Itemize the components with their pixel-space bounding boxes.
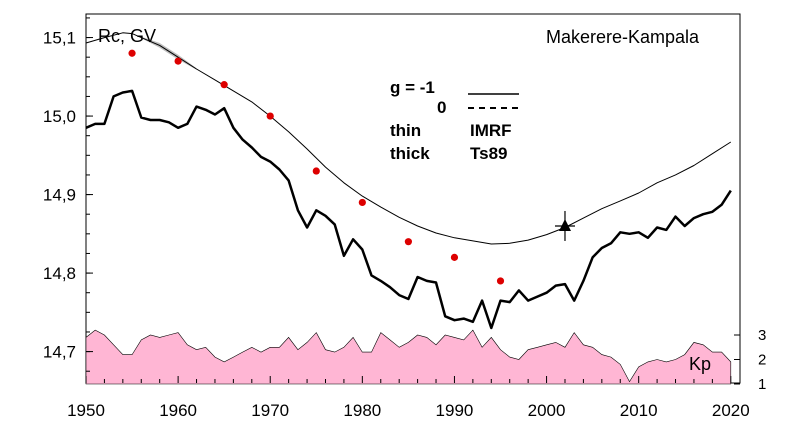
station-label: Makerere-Kampala xyxy=(546,27,700,47)
x-axis: 1950 1960 1970 1980 1990 2000 2010 2020 xyxy=(67,376,750,420)
legend-thin: thin xyxy=(390,121,421,140)
y-tick-label: 14,9 xyxy=(43,186,76,205)
data-point xyxy=(174,57,182,65)
data-point xyxy=(404,238,412,246)
kp-tick-label: 1 xyxy=(758,376,766,393)
y-tick-label: 14,7 xyxy=(43,343,76,362)
x-tick-label: 1990 xyxy=(436,401,474,420)
legend-g-minus1: g = -1 xyxy=(390,78,435,97)
data-point xyxy=(358,198,366,207)
kp-area-layer xyxy=(85,329,732,385)
legend-g-zero: 0 xyxy=(437,98,446,117)
legend: g = -1 0 thin IMRF thick Ts89 xyxy=(390,78,519,163)
x-tick-label: 2000 xyxy=(528,401,566,420)
kp-label: Kp xyxy=(689,354,711,374)
kp-axis: 1 2 3 xyxy=(734,327,766,393)
plot-frame xyxy=(85,13,741,384)
data-point xyxy=(266,112,274,120)
marker-layer xyxy=(554,210,575,241)
marker-triangle xyxy=(558,218,571,231)
kp-area xyxy=(85,329,732,385)
uncertainty-band xyxy=(141,36,197,70)
y-tick-label: 15,0 xyxy=(43,107,76,126)
y-tick-label: 14,8 xyxy=(43,264,76,283)
x-tick-label: 1980 xyxy=(343,401,381,420)
legend-thick: thick xyxy=(390,144,430,163)
y-axis-label: Rc, GV xyxy=(98,26,156,46)
x-tick-label: 1960 xyxy=(159,401,197,420)
y-tick-label: 15,1 xyxy=(43,29,76,48)
points-layer xyxy=(128,49,505,285)
data-point xyxy=(496,277,505,285)
x-tick-label: 2020 xyxy=(712,401,750,420)
data-point xyxy=(128,49,136,57)
kp-tick-label: 3 xyxy=(758,327,766,344)
data-point xyxy=(450,253,459,261)
legend-imrf: IMRF xyxy=(470,121,512,140)
x-tick-label: 2010 xyxy=(620,401,658,420)
uncertainty-band-layer xyxy=(141,36,197,70)
data-point xyxy=(312,167,320,175)
series-layer xyxy=(85,32,732,330)
series-line-thick xyxy=(85,89,732,330)
y-axis: 14,7 14,8 14,9 15,0 15,1 xyxy=(43,17,93,372)
legend-ts89: Ts89 xyxy=(470,144,508,163)
x-tick-label: 1970 xyxy=(251,401,289,420)
x-tick-label: 1950 xyxy=(67,401,105,420)
data-point xyxy=(220,81,228,89)
kp-tick-label: 2 xyxy=(758,352,766,369)
series-line-thin xyxy=(85,32,732,245)
